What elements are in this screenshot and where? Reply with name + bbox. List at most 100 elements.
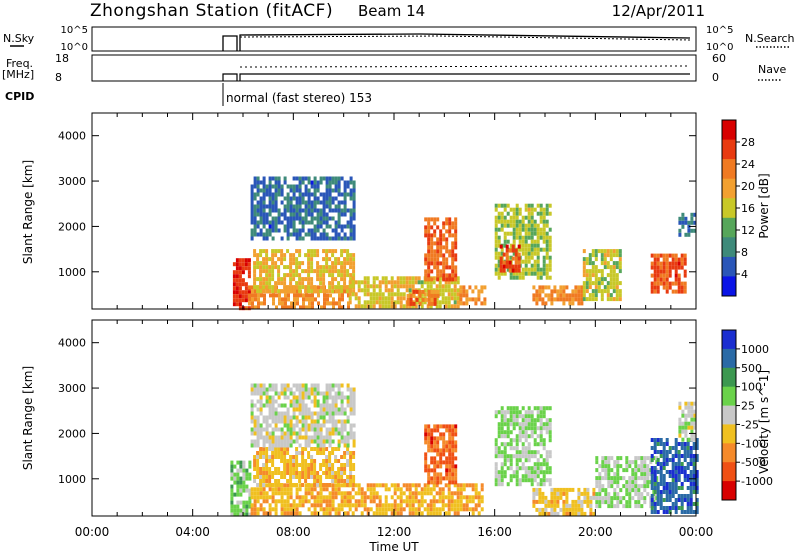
heatmap-cell (517, 264, 521, 269)
heatmap-cell (293, 293, 296, 298)
heatmap-cell (343, 192, 347, 197)
heatmap-cell (518, 426, 522, 431)
heatmap-cell (408, 511, 412, 516)
heatmap-cell (322, 443, 326, 448)
heatmap-cell (262, 232, 266, 237)
heatmap-cell (610, 484, 614, 489)
heatmap-cell (550, 499, 554, 504)
heatmap-cell (301, 200, 305, 205)
heatmap-cell (597, 285, 601, 290)
heatmap-cell (678, 401, 682, 406)
heatmap-cell (451, 257, 455, 262)
heatmap-cell (427, 257, 431, 262)
heatmap-cell (408, 503, 412, 508)
heatmap-cell (277, 403, 281, 408)
heatmap-cell (301, 475, 305, 479)
heatmap-cell (310, 216, 314, 221)
heatmap-cell (307, 188, 311, 193)
heatmap-cell (310, 253, 314, 258)
heatmap-cell (295, 204, 299, 209)
heatmap-cell (536, 450, 540, 455)
heatmap-cell (283, 281, 287, 286)
heatmap-cell (494, 231, 498, 236)
heatmap-cell (274, 261, 278, 266)
heatmap-cell (238, 294, 242, 299)
heatmap-cell (274, 176, 278, 181)
heatmap-cell (442, 476, 446, 481)
heatmap-cell (625, 500, 629, 505)
heatmap-cell (653, 257, 657, 262)
heatmap-cell (429, 499, 433, 504)
heatmap-cell (607, 492, 611, 497)
heatmap-cell (468, 495, 472, 500)
heatmap-cell (506, 422, 510, 427)
heatmap-cell (307, 467, 311, 471)
heatmap-cell (424, 269, 428, 274)
heatmap-cell (536, 223, 540, 228)
heatmap-cell (500, 414, 504, 419)
heatmap-cell (521, 267, 525, 272)
heatmap-cell (637, 492, 641, 497)
heatmap-cell (357, 503, 361, 508)
heatmap-cell (530, 430, 534, 435)
heatmap-cell (256, 180, 260, 185)
heatmap-cell (508, 248, 512, 253)
heatmap-cell (343, 224, 347, 229)
heatmap-cell (451, 241, 455, 246)
heatmap-cell (253, 507, 257, 512)
heatmap-cell (545, 207, 549, 212)
heatmap-cell (459, 293, 463, 298)
heatmap-cell (295, 200, 299, 205)
heatmap-cell (274, 407, 278, 412)
heatmap-cell (505, 260, 509, 265)
heatmap-cell (372, 499, 376, 504)
heatmap-cell (352, 395, 356, 400)
heatmap-cell (239, 492, 243, 497)
heatmap-cell (233, 472, 237, 477)
heatmap-cell (334, 403, 338, 408)
heatmap-cell (444, 511, 448, 516)
heatmap-cell (348, 292, 352, 297)
heatmap-cell (674, 273, 678, 278)
heatmap-cell (298, 196, 302, 201)
heatmap-cell (433, 265, 437, 270)
heatmap-cell (545, 203, 549, 208)
heatmap-cell (545, 454, 549, 459)
heatmap-cell (301, 455, 305, 459)
heatmap-cell (503, 450, 507, 455)
heatmap-cell (659, 450, 663, 454)
heatmap-cell (292, 459, 296, 463)
heatmap-cell (456, 499, 460, 504)
heatmap-cell (500, 450, 504, 455)
heatmap-cell (298, 232, 302, 237)
heatmap-cell (610, 480, 614, 485)
heatmap-cell (248, 464, 252, 469)
heatmap-cell (250, 407, 254, 412)
heatmap-cell (274, 216, 278, 221)
heatmap-cell (533, 267, 537, 272)
heatmap-cell (436, 424, 440, 429)
heatmap-cell (230, 504, 234, 509)
heatmap-cell (354, 304, 358, 309)
heatmap-cell (262, 495, 266, 500)
heatmap-cell (340, 176, 344, 181)
heatmap-cell (298, 387, 302, 392)
heatmap-cell (521, 462, 525, 467)
heatmap-cell (462, 301, 466, 306)
heatmap-cell (298, 443, 302, 448)
heatmap-cell (271, 403, 275, 408)
heatmap-cell (427, 237, 431, 242)
heatmap-cell (256, 285, 260, 290)
heatmap-cell (448, 468, 452, 473)
heatmap-cell (322, 411, 326, 416)
heatmap-cell (265, 188, 269, 193)
heatmap-cell (256, 383, 260, 388)
heatmap-cell (326, 301, 329, 306)
heatmap-cell (310, 232, 314, 237)
heatmap-cell (514, 260, 518, 265)
heatmap-cell (568, 293, 572, 298)
heatmap-cell (331, 208, 335, 213)
heatmap-cell (650, 273, 654, 278)
heatmap-cell (631, 476, 635, 481)
heatmap-cell (390, 507, 394, 512)
